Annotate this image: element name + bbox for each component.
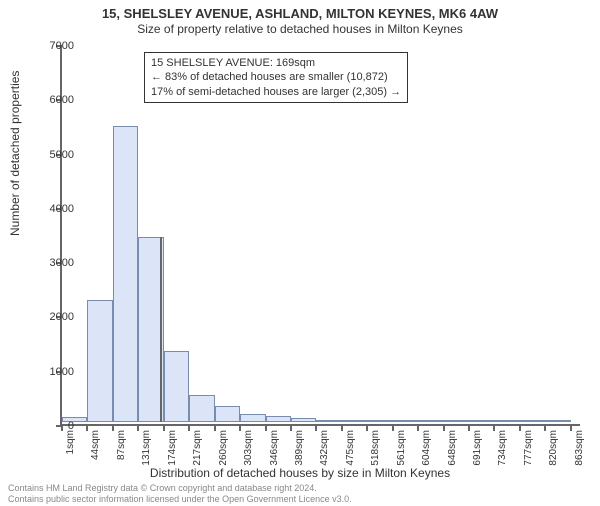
- xtick-mark: [570, 426, 572, 431]
- footer: Contains HM Land Registry data © Crown c…: [8, 483, 352, 504]
- chart-title: 15, SHELSLEY AVENUE, ASHLAND, MILTON KEY…: [0, 6, 600, 21]
- xtick-mark: [392, 426, 394, 431]
- x-axis-title: Distribution of detached houses by size …: [0, 466, 600, 480]
- xtick-label: 131sqm: [141, 430, 152, 466]
- xtick-label: 303sqm: [243, 430, 254, 466]
- xtick-mark: [519, 426, 521, 431]
- footer-line2: Contains public sector information licen…: [8, 494, 352, 504]
- annotation-box: 15 SHELSLEY AVENUE: 169sqm ← 83% of deta…: [144, 52, 408, 103]
- xtick-mark: [265, 426, 267, 431]
- xtick-mark: [468, 426, 470, 431]
- xtick-label: 518sqm: [370, 430, 381, 466]
- xtick-label: 820sqm: [548, 430, 559, 466]
- ytick-label: 4000: [34, 203, 74, 215]
- xtick-label: 475sqm: [345, 430, 356, 466]
- xtick-label: 1sqm: [65, 430, 76, 454]
- histogram-bar: [113, 126, 138, 422]
- xtick-mark: [163, 426, 165, 431]
- xtick-label: 44sqm: [90, 430, 101, 460]
- chart-subtitle: Size of property relative to detached ho…: [0, 22, 600, 36]
- histogram-bar: [342, 420, 367, 422]
- xtick-mark: [214, 426, 216, 431]
- xtick-label: 691sqm: [472, 430, 483, 466]
- ytick-label: 5000: [34, 149, 74, 161]
- xtick-label: 217sqm: [192, 430, 203, 466]
- xtick-label: 87sqm: [116, 430, 127, 460]
- footer-line1: Contains HM Land Registry data © Crown c…: [8, 483, 352, 493]
- histogram-bar: [215, 406, 240, 422]
- histogram-bar: [469, 420, 494, 422]
- xtick-label: 648sqm: [447, 430, 458, 466]
- histogram-bar: [444, 420, 469, 422]
- histogram-bar: [367, 420, 392, 422]
- xtick-label: 432sqm: [319, 430, 330, 466]
- ytick-label: 6000: [34, 94, 74, 106]
- xtick-mark: [137, 426, 139, 431]
- ytick-label: 3000: [34, 257, 74, 269]
- annotation-line1: 15 SHELSLEY AVENUE: 169sqm: [151, 56, 401, 70]
- xtick-mark: [417, 426, 419, 431]
- histogram-bar: [316, 420, 341, 422]
- xtick-mark: [544, 426, 546, 431]
- xtick-mark: [341, 426, 343, 431]
- histogram-bar: [520, 420, 545, 422]
- histogram-bar: [545, 420, 570, 422]
- ytick-label: 2000: [34, 311, 74, 323]
- xtick-mark: [443, 426, 445, 431]
- xtick-mark: [86, 426, 88, 431]
- xtick-mark: [290, 426, 292, 431]
- xtick-label: 734sqm: [497, 430, 508, 466]
- xtick-mark: [239, 426, 241, 431]
- xtick-label: 346sqm: [269, 430, 280, 466]
- histogram-bar: [266, 416, 291, 422]
- xtick-label: 389sqm: [294, 430, 305, 466]
- ytick-label: 0: [34, 420, 74, 432]
- y-axis-title: Number of detached properties: [8, 71, 22, 236]
- property-marker-line: [160, 237, 162, 422]
- xtick-label: 260sqm: [218, 430, 229, 466]
- xtick-label: 604sqm: [421, 430, 432, 466]
- xtick-mark: [493, 426, 495, 431]
- histogram-bar: [418, 420, 443, 422]
- annotation-line3: 17% of semi-detached houses are larger (…: [151, 85, 401, 99]
- chart-area: 1sqm44sqm87sqm131sqm174sqm217sqm260sqm30…: [60, 46, 580, 426]
- histogram-bar: [164, 351, 189, 422]
- ytick-label: 7000: [34, 40, 74, 52]
- histogram-bar: [189, 395, 214, 422]
- annotation-line2: ← 83% of detached houses are smaller (10…: [151, 70, 401, 84]
- xtick-label: 863sqm: [574, 430, 585, 466]
- ytick-label: 1000: [34, 366, 74, 378]
- histogram-bar: [240, 414, 265, 422]
- histogram-bar: [87, 300, 112, 422]
- xtick-mark: [188, 426, 190, 431]
- histogram-bar: [291, 418, 316, 422]
- histogram-bar: [494, 420, 519, 422]
- xtick-label: 561sqm: [396, 430, 407, 466]
- xtick-mark: [315, 426, 317, 431]
- histogram-bar: [393, 420, 418, 422]
- xtick-mark: [366, 426, 368, 431]
- plot-region: 1sqm44sqm87sqm131sqm174sqm217sqm260sqm30…: [60, 46, 580, 426]
- xtick-mark: [112, 426, 114, 431]
- xtick-label: 174sqm: [167, 430, 178, 466]
- xtick-label: 777sqm: [523, 430, 534, 466]
